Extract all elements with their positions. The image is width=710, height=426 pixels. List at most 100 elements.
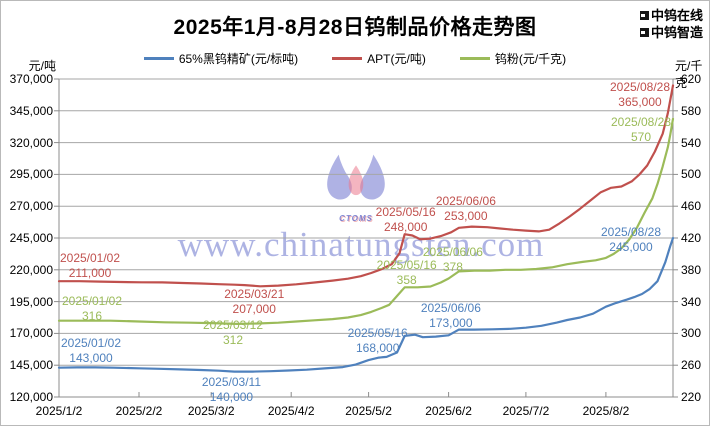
data-label-line: 143,000 xyxy=(69,350,113,365)
data-label: 2025/05/16 248,000 xyxy=(376,205,436,235)
left-axis-tick: 320,000 xyxy=(9,135,53,150)
data-label-line: 207,000 xyxy=(232,302,276,317)
data-label-line: 2025/08/28 xyxy=(609,80,671,95)
right-axis-tick: 220 xyxy=(681,390,702,404)
data-label: 2025/06/06 253,000 xyxy=(436,194,496,224)
legend-swatch-icon xyxy=(143,57,174,60)
data-label: 2025/01/02 211,000 xyxy=(60,251,120,281)
chart-title: 2025年1月-8月28日钨制品价格走势图 xyxy=(173,16,537,39)
right-axis-tick: 460 xyxy=(681,199,702,214)
legend-item-2: 钨粉(元/千克) xyxy=(459,50,567,67)
brand-online-label: 中钨在线 xyxy=(650,8,703,23)
watermark-logo-caption: CTOMS xyxy=(339,214,373,223)
data-label-line: 211,000 xyxy=(68,266,112,281)
data-label-line: 2025/01/02 xyxy=(61,293,123,308)
legend-label: 65%黑钨精矿(元/标吨) xyxy=(178,52,299,66)
x-axis-tick: 2025/1/2 xyxy=(35,404,83,418)
right-axis-tick: 500 xyxy=(681,167,702,182)
data-label: 2025/08/28 365,000 xyxy=(610,80,670,110)
data-label: 2025/03/11 140,000 xyxy=(202,375,261,405)
legend-swatch-icon xyxy=(332,57,363,60)
left-axis-unit: 元/吨 xyxy=(28,59,56,73)
data-label-line: 140,000 xyxy=(209,389,254,404)
legend-label: APT(元/吨) xyxy=(367,52,426,66)
data-label-line: 2025/06/06 xyxy=(422,245,483,260)
x-axis-tick: 2025/2/2 xyxy=(115,404,163,418)
data-label-line: 2025/06/06 xyxy=(420,300,481,315)
data-label-line: 2025/05/16 xyxy=(376,258,437,273)
data-label-line: 365,000 xyxy=(618,95,662,110)
data-label-line: 378 xyxy=(442,260,463,275)
right-axis-tick: 300 xyxy=(681,326,702,341)
data-label-line: 2025/03/11 xyxy=(201,374,262,389)
right-axis-tick: 540 xyxy=(681,135,702,150)
brand-logo-icon xyxy=(639,11,649,20)
data-label: 2025/05/16 168,000 xyxy=(348,326,408,356)
left-axis-tick: 345,000 xyxy=(9,103,53,118)
watermark-logo: CTOMS xyxy=(316,151,396,223)
x-axis-tick: 2025/5/2 xyxy=(345,404,392,418)
legend-swatch-icon xyxy=(459,57,490,60)
data-label-line: 245,000 xyxy=(609,240,653,254)
data-label: 2025/06/06 173,000 xyxy=(421,301,481,331)
data-label-line: 2025/08/28 xyxy=(610,114,672,129)
legend-item-0: 65%黑钨精矿(元/标吨) xyxy=(143,50,299,67)
legend-label: 钨粉(元/千克) xyxy=(494,52,567,66)
data-label: 2025/03/12 312 xyxy=(203,318,263,348)
brand-logo-icon xyxy=(639,28,649,37)
data-label-line: 316 xyxy=(81,308,103,323)
left-axis-tick: 195,000 xyxy=(9,294,53,309)
data-label: 2025/08/28 570 xyxy=(611,115,671,145)
data-label: 2025/03/21 207,000 xyxy=(224,287,284,317)
data-label-line: 2025/03/21 xyxy=(224,287,285,302)
data-label-line: 2025/08/28 xyxy=(600,225,662,239)
legend: 65%黑钨精矿(元/标吨) APT(元/吨) 钨粉(元/千克) xyxy=(1,50,709,67)
brand-box: 中钨在线 中钨智造 xyxy=(639,7,703,41)
left-axis-tick: 170,000 xyxy=(9,326,53,341)
left-axis-tick: 295,000 xyxy=(9,167,53,182)
data-label-line: 253,000 xyxy=(444,208,488,223)
left-axis-tick: 270,000 xyxy=(9,199,53,214)
right-axis-tick: 620 xyxy=(681,72,702,86)
data-label: 2025/01/02 316 xyxy=(62,294,122,324)
data-label-line: 570 xyxy=(630,129,652,144)
brand-smart-label: 中钨智造 xyxy=(650,25,703,40)
watermark-logo-image xyxy=(327,154,385,200)
legend-item-1: APT(元/吨) xyxy=(332,50,426,67)
right-axis-tick: 420 xyxy=(681,231,702,245)
x-axis-tick: 2025/8/2 xyxy=(582,404,630,418)
data-label-line: 2025/05/16 xyxy=(347,325,408,340)
data-label-line: 2025/05/16 xyxy=(375,205,436,220)
data-label-line: 248,000 xyxy=(383,220,428,235)
right-axis-tick: 380 xyxy=(681,262,702,277)
x-axis-tick: 2025/7/2 xyxy=(502,404,550,418)
left-axis-tick: 220,000 xyxy=(9,262,53,277)
data-label-line: 2025/06/06 xyxy=(435,193,496,208)
data-label-line: 312 xyxy=(222,332,244,347)
data-label: 2025/08/28 245,000 xyxy=(601,225,661,255)
x-axis-tick: 2025/3/2 xyxy=(187,404,235,418)
data-label-line: 2025/03/12 xyxy=(202,317,264,332)
data-label: 2025/06/06 378 xyxy=(423,245,483,275)
left-axis-tick: 370,000 xyxy=(9,72,53,86)
x-axis-tick: 2025/4/2 xyxy=(267,404,315,418)
data-label-line: 168,000 xyxy=(355,340,400,355)
series-line-2 xyxy=(57,117,675,325)
series-line-1 xyxy=(57,84,675,288)
brand-row-online: 中钨在线 xyxy=(639,7,703,24)
data-label-line: 358 xyxy=(396,273,417,288)
left-axis-tick: 145,000 xyxy=(9,358,53,373)
series-line-0 xyxy=(57,236,675,373)
x-axis-tick: 2025/6/2 xyxy=(425,404,472,418)
right-axis-tick: 340 xyxy=(681,294,702,309)
watermark-text: www.chinatungsten.com xyxy=(177,225,545,264)
brand-row-smart: 中钨智造 xyxy=(639,24,703,41)
right-axis-tick: 260 xyxy=(681,358,702,373)
right-axis-unit: 元/千克 xyxy=(675,59,703,90)
right-axis-tick: 580 xyxy=(681,103,702,118)
data-label-line: 2025/01/02 xyxy=(59,251,121,266)
data-label-line: 173,000 xyxy=(429,315,473,330)
left-axis-tick: 245,000 xyxy=(9,231,53,245)
left-axis-tick: 120,000 xyxy=(9,390,53,404)
